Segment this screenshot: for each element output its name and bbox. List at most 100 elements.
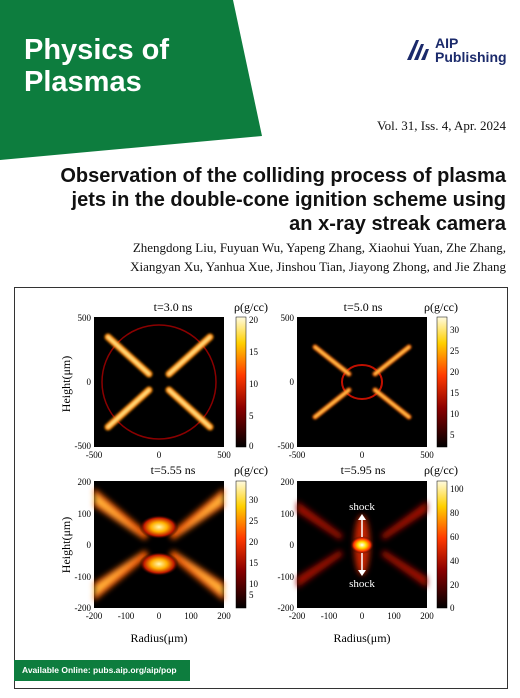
panel1-y-tick: 500: [78, 313, 92, 323]
panel2-x-tick: 500: [420, 450, 434, 460]
panel3-time: t=5.55 ns: [151, 463, 196, 477]
panel1-x-tick: 0: [157, 450, 162, 460]
panel1-cb-tick: 15: [249, 347, 259, 357]
panel4-cb-tick: 60: [450, 532, 460, 542]
panel4-y-tick: -100: [278, 572, 295, 582]
panel3-x-tick: -100: [118, 611, 135, 621]
panel4-time: t=5.95 ns: [341, 463, 386, 477]
panel1-cb-tick: 10: [249, 379, 259, 389]
panel3-x-axis-label: Radius(μm): [130, 631, 187, 645]
panel3-x-tick: 200: [217, 611, 231, 621]
panel2-y-tick: 0: [290, 377, 295, 387]
authors-line2: Xiangyan Xu, Yanhua Xue, Jinshou Tian, J…: [130, 259, 506, 274]
panel2-time: t=5.0 ns: [344, 300, 383, 314]
panel4-cb-tick: 100: [450, 484, 464, 494]
panel4-x-axis-label: Radius(μm): [333, 631, 390, 645]
panel4-cb-tick: 20: [450, 580, 460, 590]
journal-title-line2: Plasmas: [24, 66, 142, 98]
author-list: Zhengdong Liu, Fuyuan Wu, Yapeng Zhang, …: [60, 238, 506, 276]
panel2-cb-tick: 15: [450, 388, 460, 398]
article-title: Observation of the colliding process of …: [60, 164, 506, 236]
panel3-cb-label: ρ(g/cc): [234, 463, 268, 477]
panel3-cb-tick: 25: [249, 516, 259, 526]
panel3-y-tick: -100: [75, 572, 92, 582]
panel3-x-tick: -200: [86, 611, 103, 621]
panel3-x-tick: 0: [157, 611, 162, 621]
panel3-y-tick: 200: [78, 477, 92, 487]
panel4-shock-label-top: shock: [349, 501, 375, 513]
panel3-cb-tick: 20: [249, 537, 259, 547]
panel2-cb-tick: 30: [450, 325, 460, 335]
panel2-y-tick: -500: [278, 441, 295, 451]
panel4-x-tick: 200: [420, 611, 434, 621]
panel1-x-tick: -500: [86, 450, 103, 460]
panel2-ring: [341, 364, 383, 400]
panel1-time: t=3.0 ns: [154, 300, 193, 314]
panel2-plot-area: [297, 317, 427, 447]
panel2-cb-tick: 20: [450, 367, 460, 377]
panel2-cb-tick: 25: [450, 346, 460, 356]
panel3-x-tick: 100: [184, 611, 198, 621]
panel4-cb-tick: 0: [450, 603, 455, 613]
panel-t5-55: t=5.55 ns ρ(g/cc) 30 25 20 15 10 5 200: [75, 463, 268, 645]
journal-title: Physics of Plasmas: [24, 34, 169, 98]
panel3-plot-area: [94, 481, 224, 608]
panel1-cb-tick: 20: [249, 315, 259, 325]
authors-line1: Zhengdong Liu, Fuyuan Wu, Yapeng Zhang, …: [132, 240, 506, 255]
panel3-cb-tick: 15: [249, 558, 259, 568]
panel4-core: [350, 536, 374, 554]
issue-info: Vol. 31, Iss. 4, Apr. 2024: [376, 118, 506, 133]
publisher-name-line2: Publishing: [435, 49, 507, 65]
panel2-cb-label: ρ(g/cc): [424, 300, 458, 314]
panel4-x-tick: 100: [387, 611, 401, 621]
panel1-colorbar: [235, 316, 247, 448]
panel1-cb-tick: 5: [249, 411, 254, 421]
panel2-x-tick: -500: [289, 450, 306, 460]
panel4-x-tick: -100: [321, 611, 338, 621]
panel1-y-tick: -500: [75, 441, 92, 451]
panel-t5-0: t=5.0 ns ρ(g/cc) 30 25 20 15 10 5 500 0: [278, 300, 460, 460]
panel1-cb-tick: 0: [249, 441, 254, 451]
panel2-x-tick: 0: [360, 450, 365, 460]
panel4-y-tick: -200: [278, 603, 295, 613]
panel-t3-0: t=3.0 ns ρ(g/cc) 20 15 10 5 0 500 0 -50: [75, 300, 268, 460]
panel3-colorbar: [235, 480, 247, 609]
panel3-cb-tick: 5: [249, 590, 254, 600]
panel2-y-tick: 500: [281, 313, 295, 323]
panel4-x-tick: 0: [360, 611, 365, 621]
panel1-x-tick: 500: [217, 450, 231, 460]
y-axis-label-top: Height(μm): [59, 356, 73, 412]
y-axis-label-bottom: Height(μm): [59, 517, 73, 573]
panel4-cb-label: ρ(g/cc): [424, 463, 458, 477]
banner-green-shape: [0, 0, 262, 160]
panel3-lower-blob: [139, 552, 179, 576]
panel4-cb-tick: 80: [450, 508, 460, 518]
panel3-y-tick: 100: [78, 509, 92, 519]
panel1-plot-area: [94, 317, 224, 447]
panel-t5-95: t=5.95 ns ρ(g/cc) shock shock 100 80 60 …: [278, 463, 465, 645]
journal-title-line1: Physics of: [24, 34, 170, 66]
journal-banner: [0, 0, 262, 160]
panel2-cb-tick: 5: [450, 430, 455, 440]
panel1-y-tick: 0: [87, 377, 92, 387]
panel1-cb-label: ρ(g/cc): [234, 300, 268, 314]
panel3-y-tick: 0: [87, 540, 92, 550]
panel1-ring: [101, 324, 217, 440]
panel4-y-tick: 100: [281, 509, 295, 519]
panel3-cb-tick: 30: [249, 495, 259, 505]
panel4-x-tick: -200: [289, 611, 306, 621]
panel3-cb-tick: 10: [249, 579, 259, 589]
density-panels: t=3.0 ns ρ(g/cc) 20 15 10 5 0 500 0 -50: [59, 300, 465, 645]
panel3-upper-blob: [139, 515, 179, 539]
panel4-y-tick: 0: [290, 540, 295, 550]
panel4-shock-label-bottom: shock: [349, 578, 375, 590]
publisher-name-line1: AIP: [435, 35, 459, 51]
panel3-y-tick: -200: [75, 603, 92, 613]
panel4-cb-tick: 40: [450, 556, 460, 566]
article-title-line3: an x-ray streak camera: [289, 213, 506, 235]
cover-figure: t=3.0 ns ρ(g/cc) 20 15 10 5 0 500 0 -50: [14, 287, 508, 689]
panel4-colorbar: [436, 480, 448, 609]
available-online-badge[interactable]: Available Online: pubs.aip.org/aip/pop: [14, 660, 190, 681]
panel2-cb-tick: 10: [450, 409, 460, 419]
panel4-y-tick: 200: [281, 477, 295, 487]
